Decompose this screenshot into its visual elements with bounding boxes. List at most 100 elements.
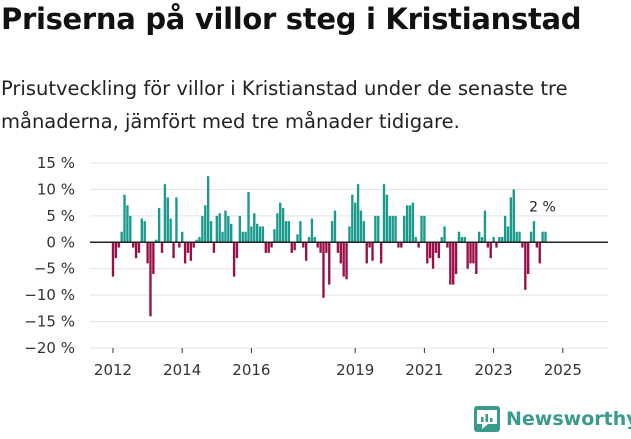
bar — [472, 242, 475, 264]
bar — [232, 242, 236, 277]
bar — [403, 215, 406, 243]
bar — [126, 205, 129, 243]
bar — [169, 218, 172, 243]
y-tick-label: 5 % — [46, 207, 75, 225]
bar — [186, 242, 190, 253]
bar — [423, 215, 426, 243]
bar — [284, 221, 288, 243]
bar — [117, 242, 120, 248]
bar — [244, 231, 247, 243]
bar — [518, 231, 521, 243]
bar — [509, 197, 513, 243]
bar — [351, 194, 354, 243]
bar — [310, 218, 314, 243]
bar — [475, 242, 478, 274]
bar — [198, 237, 201, 243]
bar — [388, 215, 391, 243]
bar — [140, 218, 144, 243]
bar — [201, 215, 204, 243]
bar — [501, 237, 504, 243]
bar — [279, 202, 282, 243]
bar — [313, 237, 317, 243]
bar — [238, 215, 242, 243]
bar — [521, 242, 524, 248]
bar — [132, 242, 135, 248]
bar — [293, 242, 296, 251]
bar — [524, 242, 527, 290]
y-axis-ticks: 15 % 10 % 5 % 0 % −5 % −10 % −15 % −20 % — [24, 154, 75, 357]
bar — [273, 229, 276, 243]
bar — [405, 205, 409, 243]
bar — [305, 242, 308, 261]
bar — [204, 205, 207, 243]
bar — [454, 242, 458, 274]
bar — [336, 242, 340, 253]
bar — [267, 242, 270, 253]
bar — [374, 215, 377, 243]
bar — [178, 242, 181, 248]
bar — [544, 231, 547, 243]
bar — [463, 237, 466, 243]
y-tick-label: 0 % — [46, 233, 75, 251]
bar — [434, 242, 438, 253]
bar — [192, 242, 195, 248]
gridlines — [90, 162, 608, 349]
bar — [385, 194, 389, 243]
y-tick-label: −10 % — [24, 286, 75, 304]
bar — [302, 242, 305, 248]
bar — [492, 237, 495, 243]
bar — [146, 242, 149, 264]
bar — [296, 234, 299, 243]
bar — [224, 210, 227, 243]
bar — [411, 202, 415, 243]
bar — [134, 242, 138, 259]
bar — [255, 223, 259, 243]
bar — [253, 213, 256, 243]
bar — [437, 242, 440, 259]
y-tick-label: −15 % — [24, 313, 75, 331]
bar — [483, 210, 487, 243]
bar — [325, 242, 328, 253]
bar — [440, 237, 443, 243]
bar — [241, 231, 244, 243]
bar — [261, 226, 265, 243]
bar — [290, 242, 293, 253]
bar — [299, 221, 302, 243]
bar — [414, 237, 417, 243]
bar — [480, 237, 484, 243]
bar — [420, 215, 423, 243]
bars — [111, 176, 547, 317]
bar — [307, 237, 311, 243]
bar — [287, 221, 291, 243]
bar — [443, 226, 446, 243]
newsworthy-logo-icon — [474, 406, 500, 432]
bar — [348, 226, 351, 243]
chart-title: Priserna på villor steg i Kristianstad — [1, 2, 582, 36]
bar — [322, 242, 325, 298]
x-tick-label: 2025 — [544, 361, 582, 375]
bar — [175, 197, 178, 243]
bar — [460, 237, 464, 243]
x-tick-label: 2014 — [163, 361, 201, 375]
bar — [503, 215, 507, 243]
bar — [230, 223, 233, 243]
bar — [123, 194, 126, 243]
bar — [209, 221, 213, 243]
bar — [330, 221, 334, 243]
bar — [206, 176, 210, 243]
bar — [172, 242, 175, 259]
bar — [428, 242, 432, 259]
bar — [166, 197, 169, 243]
brand: Newsworthy — [474, 406, 631, 432]
bar — [181, 231, 184, 243]
bar — [339, 242, 342, 264]
bar — [345, 242, 348, 280]
bar — [541, 231, 544, 243]
bar — [535, 242, 539, 248]
y-tick-label: 10 % — [37, 180, 75, 198]
bar — [365, 242, 368, 264]
bar — [498, 237, 501, 243]
bar — [183, 242, 187, 264]
bar — [527, 242, 530, 274]
bar — [379, 242, 383, 264]
